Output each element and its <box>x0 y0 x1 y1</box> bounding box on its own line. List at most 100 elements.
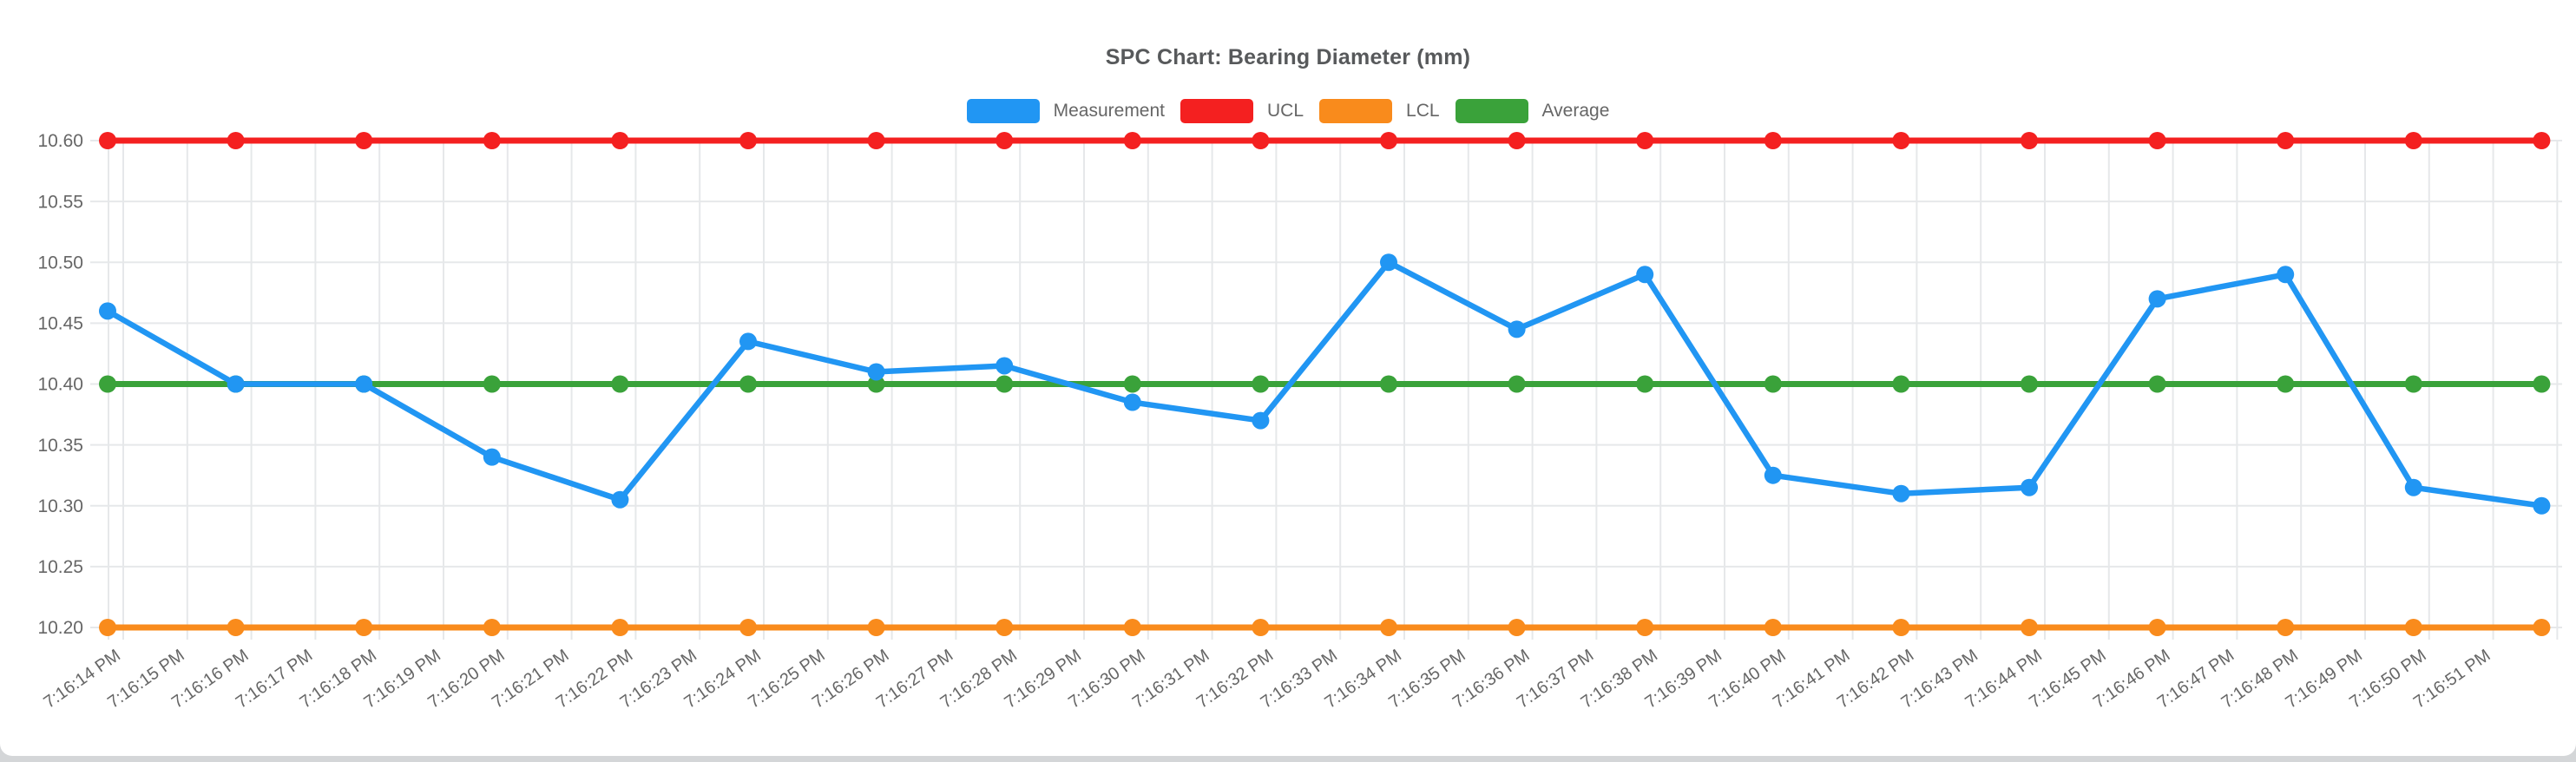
data-point-measurement <box>1123 393 1141 411</box>
data-point-average <box>611 375 629 393</box>
legend-item-average[interactable]: Average <box>1455 99 1610 123</box>
data-point-average <box>1380 375 1397 393</box>
data-point-ucl <box>611 132 629 149</box>
data-point-average <box>739 375 757 393</box>
data-point-lcl <box>2404 619 2422 636</box>
data-point-ucl <box>227 132 245 149</box>
y-tick-label: 10.50 <box>37 253 83 273</box>
data-point-measurement <box>1380 253 1397 272</box>
legend-swatch-measurement <box>966 99 1040 123</box>
data-point-average <box>2533 375 2551 393</box>
legend-swatch-ucl <box>1180 99 1253 123</box>
legend-item-ucl[interactable]: UCL <box>1180 99 1304 123</box>
data-point-ucl <box>2533 132 2551 149</box>
chart-title: SPC Chart: Bearing Diameter (mm) <box>1105 45 1471 69</box>
y-tick-label: 10.25 <box>37 557 83 577</box>
data-point-average <box>99 375 116 393</box>
data-point-ucl <box>1380 132 1397 149</box>
data-point-average <box>867 375 885 393</box>
data-point-measurement <box>483 448 501 466</box>
data-point-lcl <box>355 619 373 636</box>
legend-label: UCL <box>1267 101 1304 121</box>
data-point-measurement <box>867 363 885 381</box>
data-point-lcl <box>1380 619 1397 636</box>
data-point-average <box>2021 375 2038 393</box>
data-point-average <box>1508 375 1526 393</box>
data-point-measurement <box>355 375 373 393</box>
data-point-measurement <box>2533 496 2551 515</box>
y-tick-label: 10.45 <box>37 314 83 334</box>
data-point-average <box>2277 375 2295 393</box>
data-point-average <box>1892 375 1910 393</box>
data-point-average <box>1252 375 1270 393</box>
legend-swatch-lcl <box>1319 99 1393 123</box>
y-tick-label: 10.35 <box>37 436 83 456</box>
data-point-lcl <box>227 619 245 636</box>
legend-label: LCL <box>1406 101 1440 121</box>
legend-label: Average <box>1541 101 1610 121</box>
chart-legend: Measurement UCL LCL Average <box>0 99 2576 123</box>
series-ucl <box>99 132 2551 149</box>
data-point-lcl <box>996 619 1014 636</box>
legend-item-lcl[interactable]: LCL <box>1319 99 1440 123</box>
data-point-ucl <box>1252 132 1270 149</box>
x-axis-labels: 7:16:14 PM7:16:15 PM7:16:16 PM7:16:17 PM… <box>40 646 2494 713</box>
y-tick-label: 10.55 <box>37 192 83 212</box>
data-point-ucl <box>99 132 116 149</box>
data-point-ucl <box>355 132 373 149</box>
data-point-measurement <box>2021 478 2038 496</box>
data-point-lcl <box>1252 619 1270 636</box>
series-measurement <box>99 253 2551 515</box>
data-point-measurement <box>2277 266 2295 284</box>
data-point-ucl <box>1636 132 1654 149</box>
data-point-average <box>2404 375 2422 393</box>
data-point-lcl <box>483 619 501 636</box>
data-point-ucl <box>1892 132 1910 149</box>
data-point-measurement <box>99 302 116 320</box>
data-point-measurement <box>1764 466 1782 484</box>
y-axis-labels: 10.60 10.55 10.50 10.45 10.40 10.35 10.30 10.25… <box>37 131 83 638</box>
grid <box>90 140 2562 640</box>
data-point-lcl <box>2533 619 2551 636</box>
data-point-average <box>1123 375 1141 393</box>
data-point-lcl <box>1764 619 1782 636</box>
data-point-measurement <box>1508 320 1526 338</box>
legend-swatch-average <box>1455 99 1528 123</box>
legend-item-measurement[interactable]: Measurement <box>966 99 1165 123</box>
data-point-lcl <box>1123 619 1141 636</box>
legend-label: Measurement <box>1053 101 1165 121</box>
data-point-average <box>996 375 1014 393</box>
y-tick-label: 10.60 <box>37 131 83 151</box>
data-point-lcl <box>2148 619 2166 636</box>
data-point-measurement <box>739 332 757 351</box>
data-point-measurement <box>2148 290 2166 308</box>
data-point-ucl <box>739 132 757 149</box>
data-point-ucl <box>2021 132 2038 149</box>
data-point-ucl <box>1508 132 1526 149</box>
data-point-measurement <box>1252 411 1270 430</box>
data-point-measurement <box>1636 266 1654 284</box>
data-point-average <box>1764 375 1782 393</box>
y-tick-label: 10.30 <box>37 496 83 516</box>
data-point-ucl <box>483 132 501 149</box>
series-lcl <box>99 619 2551 636</box>
data-point-measurement <box>227 375 245 393</box>
series-line-measurement <box>104 259 2545 509</box>
y-tick-label: 10.20 <box>37 618 83 638</box>
data-point-average <box>483 375 501 393</box>
data-point-lcl <box>2277 619 2295 636</box>
data-point-lcl <box>611 619 629 636</box>
data-point-ucl <box>2148 132 2166 149</box>
data-point-lcl <box>99 619 116 636</box>
data-point-measurement <box>611 490 629 509</box>
data-point-ucl <box>996 132 1014 149</box>
data-point-ucl <box>1764 132 1782 149</box>
data-point-lcl <box>1508 619 1526 636</box>
data-point-lcl <box>1892 619 1910 636</box>
data-point-average <box>2148 375 2166 393</box>
data-point-measurement <box>1892 484 1910 503</box>
series-average <box>99 375 2551 393</box>
